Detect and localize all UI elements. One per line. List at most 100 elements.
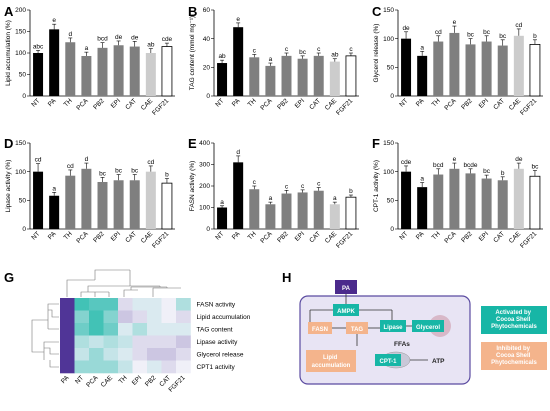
y-tick-label-d: 150 — [15, 140, 26, 147]
bar-d-pb2 — [97, 181, 108, 229]
bar-b-fgf21 — [345, 55, 357, 97]
cpt1-box — [375, 354, 401, 366]
y-tick-label-b: 40 — [203, 36, 211, 43]
heatmap-cell — [176, 310, 191, 324]
x-tick-label-b: NT — [214, 97, 225, 108]
heatmap-cell — [118, 335, 133, 349]
x-tick-label-d: EPI — [110, 230, 122, 242]
x-tick-label-b: EPI — [294, 97, 306, 109]
panel-label-b: B — [188, 4, 197, 19]
bar-a-pca — [81, 56, 92, 96]
bar-c-cat — [497, 45, 508, 96]
significance-label-a: de — [131, 34, 139, 41]
panel-label-d: D — [4, 136, 13, 151]
significance-label-a: ab — [147, 42, 155, 49]
y-tick-label-d: 100 — [15, 169, 26, 176]
bar-e-nt — [217, 207, 228, 229]
significance-label-e: a — [333, 195, 337, 202]
bar-c-pa — [417, 55, 428, 96]
significance-label-c: bc — [467, 32, 475, 39]
y-tick-label-e: 400 — [199, 140, 210, 147]
x-tick-label-d: NT — [30, 230, 41, 241]
heatmap-col-label: PCA — [85, 374, 100, 389]
lipase-label: Lipase — [383, 325, 403, 331]
x-tick-label-d: PCA — [75, 230, 90, 245]
heatmap-row-label: TAG content — [197, 326, 233, 333]
panel-h-diagram: PA AMPK FASN TAG Lipase Glycerol FFAs CP… — [299, 280, 547, 385]
bar-f-epi — [481, 178, 492, 229]
pa-box — [335, 280, 357, 294]
bar-f-cae — [513, 168, 524, 229]
heatmap-row-label: Glycerol release — [197, 351, 244, 358]
legend-activated — [481, 306, 547, 334]
significance-label-b: c — [253, 47, 257, 54]
heatmap-cell — [176, 298, 191, 311]
heatmap-cell — [60, 335, 75, 349]
y-tick-label-b: 60 — [203, 7, 211, 14]
heatmap-cell — [132, 323, 148, 336]
x-tick-label-a: EPI — [110, 97, 122, 109]
bar-f-pa — [417, 187, 428, 229]
x-tick-label-c: PA — [415, 97, 426, 108]
panel-label-h: H — [282, 270, 291, 285]
legend-inhibited — [481, 342, 547, 370]
significance-label-a: de — [115, 34, 123, 41]
heatmap-cell — [89, 298, 104, 311]
x-tick-label-a: CAT — [124, 97, 138, 111]
significance-label-e: a — [220, 199, 224, 206]
bar-e-pa — [233, 162, 244, 229]
heatmap-cell — [161, 348, 177, 361]
legend-inhibited-line2: Cocoa Shell — [496, 353, 531, 359]
heatmap-cell — [103, 310, 119, 324]
x-tick-label-a: PCA — [75, 97, 90, 112]
significance-label-b: e — [236, 16, 240, 23]
heatmap-row-label: FASN activity — [197, 301, 236, 308]
y-tick-label-a: 0 — [22, 93, 26, 100]
heatmap-cell — [161, 360, 177, 374]
heatmap-cell — [147, 323, 162, 336]
y-tick-label-b: 0 — [206, 93, 210, 100]
atp-label: ATP — [432, 358, 445, 365]
heatmap-cell — [89, 348, 104, 361]
heatmap-cell — [118, 348, 133, 361]
y-tick-label-f: 0 — [390, 226, 394, 233]
heatmap-cell — [60, 323, 75, 336]
heatmap-cell — [118, 323, 133, 336]
significance-label-d: cd — [147, 159, 154, 166]
heatmap-cell — [118, 360, 133, 374]
bar-f-cat — [497, 180, 508, 229]
bar-c-pb2 — [465, 44, 476, 96]
legend-inhibited-line3: Phytochemicals — [491, 360, 537, 366]
panel-e-chart: 0 100 200 300 400 FASN activity (%) a NT d PA c TH a… — [189, 140, 359, 250]
panel-b-chart: 0 20 40 60 TAG content (mmol mg⁻¹) ab NT e PA c TH… — [189, 7, 359, 117]
y-tick-label-a: 200 — [15, 7, 26, 14]
bar-a-pb2 — [97, 47, 108, 96]
bar-c-cae — [513, 35, 524, 96]
glycerol-box — [412, 320, 444, 332]
heatmap-cell — [161, 323, 177, 336]
significance-label-c: e — [453, 19, 457, 26]
heatmap-cell — [132, 348, 148, 361]
x-tick-label-f: PB2 — [460, 230, 474, 244]
heatmap-col-label: CAE — [100, 374, 115, 389]
bar-d-th — [65, 175, 76, 229]
x-tick-label-f: EPI — [478, 230, 490, 242]
legend-activated-line1: Activated by — [495, 310, 531, 316]
significance-label-b: a — [269, 56, 273, 63]
heatmap-cell — [147, 310, 162, 324]
heatmap-col-label: FGF21 — [167, 374, 187, 394]
significance-label-f: e — [453, 156, 457, 163]
tag-label: TAG — [351, 327, 364, 333]
heatmap-cell — [147, 348, 162, 361]
heatmap-cell — [118, 310, 133, 324]
y-axis-label-a: Lipid accumulation (%) — [5, 20, 12, 86]
lipid-label-line2: accumulation — [312, 363, 351, 369]
glycerol-label: Glycerol — [416, 325, 440, 331]
x-tick-label-d: PA — [47, 230, 58, 241]
heatmap-cell — [60, 298, 75, 311]
bar-f-nt — [401, 171, 412, 229]
row-dendrogram — [31, 303, 59, 368]
x-tick-label-a: TH — [63, 97, 74, 108]
heatmap-cell — [60, 348, 75, 361]
heatmap-cell — [89, 360, 104, 374]
